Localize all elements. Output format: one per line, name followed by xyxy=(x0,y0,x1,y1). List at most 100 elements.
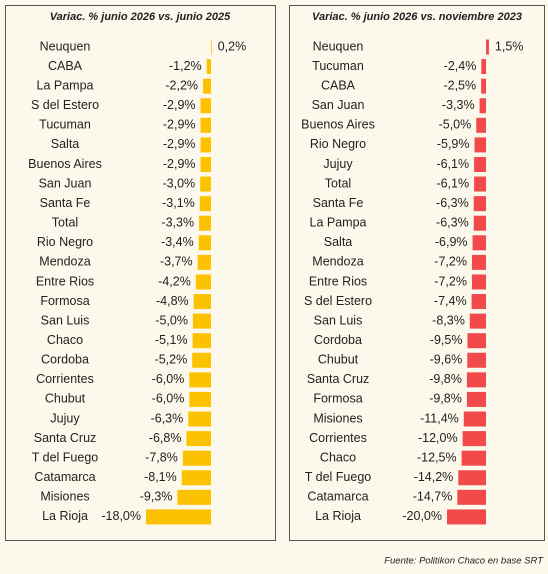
chart-title: Variac. % junio 2026 vs. junio 2025 xyxy=(50,11,231,23)
value-label: -9,5% xyxy=(430,333,463,347)
value-label: -7,2% xyxy=(434,255,467,269)
value-label: -5,2% xyxy=(155,353,188,367)
bar xyxy=(476,117,486,133)
bar xyxy=(188,411,211,427)
value-label: -8,3% xyxy=(432,313,465,327)
bar xyxy=(481,59,486,75)
value-label: -4,2% xyxy=(158,274,191,288)
bar xyxy=(200,137,211,153)
category-label: Entre Rios xyxy=(309,274,367,288)
bar xyxy=(473,215,486,231)
category-label: T del Fuego xyxy=(305,470,372,484)
bar xyxy=(192,352,211,368)
value-label: -6,3% xyxy=(436,216,469,230)
category-label: Chubut xyxy=(45,392,86,406)
value-label: -2,9% xyxy=(163,157,196,171)
category-label: La Rioja xyxy=(42,509,88,523)
value-label: -4,8% xyxy=(156,294,189,308)
bar xyxy=(177,489,211,505)
category-label: Total xyxy=(325,176,351,190)
bar xyxy=(481,78,486,94)
value-label: -6,3% xyxy=(151,411,184,425)
value-label: -6,0% xyxy=(152,372,185,386)
value-label: -5,1% xyxy=(155,333,188,347)
value-label: -6,3% xyxy=(436,196,469,210)
category-label: Jujuy xyxy=(323,157,353,171)
bar xyxy=(471,274,486,290)
bar xyxy=(193,294,211,310)
category-label: San Juan xyxy=(312,98,365,112)
bar xyxy=(199,196,211,212)
category-label: Rio Negro xyxy=(37,235,93,249)
bar xyxy=(200,117,211,133)
value-label: -3,4% xyxy=(161,235,194,249)
bar xyxy=(181,470,211,486)
category-label: Entre Rios xyxy=(36,274,94,288)
bar xyxy=(469,313,486,329)
category-label: Santa Cruz xyxy=(307,372,370,386)
category-label: La Pampa xyxy=(37,78,94,92)
value-label: -9,8% xyxy=(429,372,462,386)
bar xyxy=(192,333,211,349)
value-label: -6,9% xyxy=(435,235,468,249)
category-label: Rio Negro xyxy=(310,137,366,151)
value-label: -5,0% xyxy=(439,118,472,132)
value-label: -6,1% xyxy=(436,176,469,190)
value-label: -8,1% xyxy=(144,470,177,484)
bar xyxy=(192,313,211,329)
bar xyxy=(486,39,489,55)
category-label: La Rioja xyxy=(315,509,361,523)
bar xyxy=(462,431,486,447)
category-label: Buenos Aires xyxy=(28,157,102,171)
category-label: Total xyxy=(52,216,78,230)
bar xyxy=(200,98,211,114)
value-label: -9,6% xyxy=(430,353,463,367)
bar xyxy=(467,352,486,368)
panel-border xyxy=(5,5,276,541)
category-label: Chaco xyxy=(320,450,356,464)
bar xyxy=(200,156,211,172)
category-label: Neuquen xyxy=(313,39,364,53)
bar xyxy=(457,489,486,505)
bar xyxy=(195,274,211,290)
bar xyxy=(471,294,486,310)
value-label: -3,7% xyxy=(160,255,193,269)
value-label: 0,2% xyxy=(218,39,247,53)
chart-title: Variac. % junio 2026 vs. noviembre 2023 xyxy=(312,11,522,23)
bar xyxy=(467,333,486,349)
value-label: -3,3% xyxy=(161,216,194,230)
value-label: -2,9% xyxy=(163,118,196,132)
bar xyxy=(474,137,486,153)
value-label: -11,4% xyxy=(420,411,459,425)
category-label: Jujuy xyxy=(50,411,80,425)
bar xyxy=(203,78,211,94)
category-label: Misiones xyxy=(313,411,362,425)
value-label: -1,2% xyxy=(169,59,202,73)
bar xyxy=(473,196,486,212)
category-label: Salta xyxy=(51,137,80,151)
bar xyxy=(199,215,211,231)
category-label: Cordoba xyxy=(314,333,362,347)
bar xyxy=(200,176,211,192)
value-label: -7,2% xyxy=(434,274,467,288)
value-label: -2,9% xyxy=(163,98,196,112)
value-label: -3,0% xyxy=(163,176,196,190)
bar xyxy=(472,235,486,251)
category-label: Misiones xyxy=(40,490,89,504)
bar xyxy=(186,431,211,447)
category-label: La Pampa xyxy=(310,216,367,230)
value-label: -20,0% xyxy=(402,509,442,523)
bar xyxy=(463,411,486,427)
category-label: Cordoba xyxy=(41,353,89,367)
value-label: -18,0% xyxy=(101,509,141,523)
value-label: -9,8% xyxy=(429,392,462,406)
category-label: S del Estero xyxy=(31,98,99,112)
bar xyxy=(447,509,486,525)
value-label: -2,9% xyxy=(163,137,196,151)
category-label: San Luis xyxy=(41,313,90,327)
category-label: Santa Fe xyxy=(313,196,364,210)
category-label: Salta xyxy=(324,235,353,249)
bar xyxy=(197,254,211,270)
